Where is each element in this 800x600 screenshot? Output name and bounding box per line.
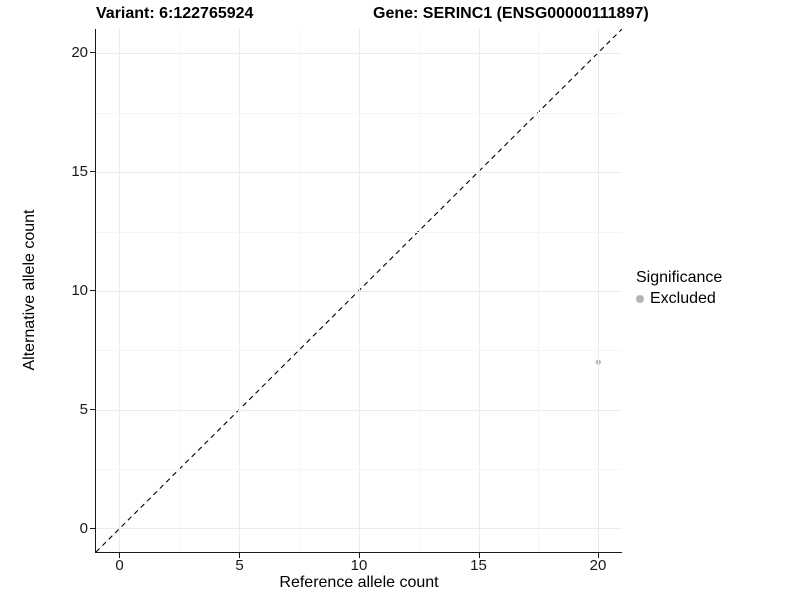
y-tick-mark: [90, 409, 95, 411]
gridline-major-v: [119, 29, 120, 552]
y-tick-label: 15: [71, 163, 88, 180]
gene-title: Gene: SERINC1 (ENSG00000111897): [373, 5, 649, 22]
x-tick-mark: [239, 553, 241, 558]
legend-item-label: Excluded: [650, 290, 716, 307]
y-tick-label: 5: [79, 401, 88, 418]
x-tick-mark: [598, 553, 600, 558]
gridline-major-h: [96, 291, 622, 292]
gridline-minor-h: [96, 113, 622, 114]
y-tick-mark: [90, 52, 95, 54]
gridline-minor-v: [419, 29, 420, 552]
gridline-major-h: [96, 53, 622, 54]
y-tick-mark: [90, 528, 95, 530]
gridline-major-v: [598, 29, 599, 552]
x-tick-mark: [479, 553, 481, 558]
y-tick-label: 20: [71, 44, 88, 61]
y-axis-title: Alternative allele count: [21, 209, 38, 371]
y-tick-label: 10: [71, 282, 88, 299]
plot-panel: [96, 29, 622, 552]
x-tick-label: 10: [350, 557, 368, 574]
x-axis-line: [95, 551, 622, 553]
variant-title: Variant: 6:122765924: [96, 5, 254, 22]
legend-point-icon: [636, 295, 644, 303]
legend-item-excluded[interactable]: Excluded: [636, 290, 722, 308]
gridline-major-h: [96, 410, 622, 411]
gridline-major-v: [359, 29, 360, 552]
x-tick-label: 0: [115, 557, 124, 574]
legend-title: Significance: [636, 269, 723, 286]
gridline-minor-h: [96, 350, 622, 351]
gridline-minor-v: [538, 29, 539, 552]
gridline-major-h: [96, 172, 622, 173]
gridline-minor-v: [299, 29, 300, 552]
legend: Significance Excluded: [636, 269, 722, 308]
gridline-minor-v: [179, 29, 180, 552]
x-axis-title: Reference allele count: [279, 574, 439, 591]
gridline-minor-h: [96, 232, 622, 233]
gridline-major-h: [96, 528, 622, 529]
y-tick-mark: [90, 171, 95, 173]
x-tick-mark: [119, 553, 121, 558]
x-tick-label: 20: [589, 557, 607, 574]
gridline-major-v: [239, 29, 240, 552]
y-axis-line: [95, 29, 97, 553]
y-tick-label: 0: [79, 520, 88, 537]
x-tick-mark: [359, 553, 361, 558]
gridline-major-v: [479, 29, 480, 552]
gridline-minor-h: [96, 469, 622, 470]
x-tick-label: 5: [235, 557, 244, 574]
y-tick-mark: [90, 290, 95, 292]
x-tick-label: 15: [470, 557, 487, 574]
